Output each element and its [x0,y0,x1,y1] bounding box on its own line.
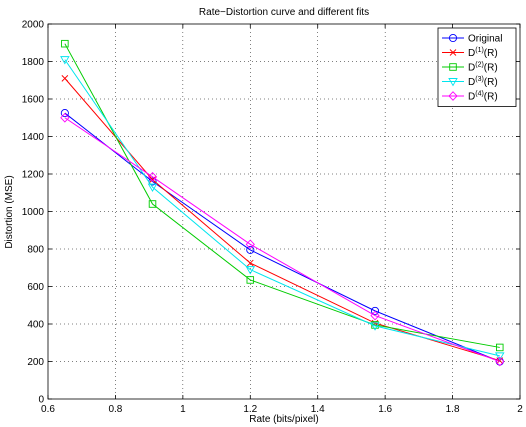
x-axis-label: Rate (bits/pixel) [249,414,318,425]
chart-title: Rate−Distortion curve and different fits [199,7,369,18]
series-5 [60,112,505,367]
legend-label: D(2)(R) [468,62,498,74]
legend-item: D(4)(R) [442,91,498,103]
series-line [64,43,500,348]
legend-marker [448,78,458,87]
data-point [61,75,69,82]
data-point [147,183,158,193]
y-tick-label: 800 [27,245,44,256]
legend-item: D(1)(R) [442,47,498,59]
series-line [64,112,500,362]
y-tick-label: 1800 [22,57,45,68]
x-tick-label: 0.6 [41,404,55,415]
grid-lines [48,24,520,399]
legend-marker [448,33,458,43]
x-tick-label: 0.8 [108,404,122,415]
y-axis-label: Distortion (MSE) [4,175,15,248]
x-tick-label: 1.8 [446,404,460,415]
y-tick-label: 1200 [22,170,45,181]
y-tick-label: 2000 [22,20,45,31]
legend-label: D(4)(R) [468,91,498,103]
series-line [64,59,500,357]
x-tick-label: 1 [180,404,186,415]
data-point [496,343,504,352]
data-point [60,109,69,118]
y-tick-label: 1600 [22,95,45,106]
data-point [246,276,255,284]
x-tick-labels: 0.6 0.8 1 1.2 1.4 1.6 1.8 2 [41,404,523,415]
y-tick-label: 0 [38,395,44,406]
x-tick-label: 1.2 [243,404,257,415]
legend-marker [448,91,458,101]
data-point [495,356,505,367]
data-point [147,171,158,182]
y-tick-label: 600 [27,282,44,293]
data-point [246,245,255,254]
x-tick-label: 1.4 [311,404,325,415]
legend-marker [449,49,457,56]
x-tick-label: 2 [517,404,523,415]
data-point [60,112,70,123]
y-tick-label: 1400 [22,132,45,143]
data-point [246,259,254,267]
data-point [494,352,505,361]
legend-item: D(3)(R) [442,76,498,88]
y-tick-label: 1000 [22,207,45,218]
y-tick-labels: 0 200 400 600 800 1000 1200 1400 1600 1800 2000 [22,20,45,406]
legend-label: D(1)(R) [468,47,498,59]
axis-ticks [47,23,521,400]
data-point [61,39,69,48]
data-point [370,310,380,321]
legend-marker [449,63,457,71]
legend-label: D(3)(R) [468,76,498,88]
legend-label: Original [468,34,502,45]
data-point [245,239,255,250]
data-point [370,306,380,315]
x-tick-label: 1.6 [378,404,392,415]
legend-item: Original [442,34,502,45]
data-point [245,266,256,275]
series-layer [60,39,505,367]
legend: Original D(1)(R) D(2)(R) D(3)(R) D(4)(R) [437,27,517,107]
y-tick-label: 200 [27,357,44,368]
data-point [60,56,70,65]
legend-item: D(2)(R) [442,62,498,74]
series-4 [60,56,505,361]
y-tick-label: 400 [27,320,44,331]
data-point [148,200,157,208]
data-point [370,322,380,331]
series-line [64,117,500,362]
